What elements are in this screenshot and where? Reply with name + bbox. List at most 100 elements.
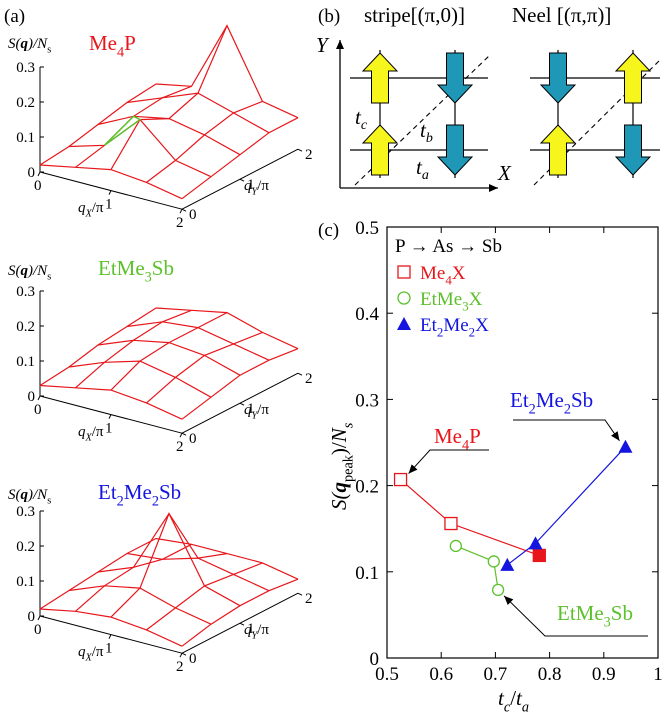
annotation-label-part: Sb bbox=[571, 388, 593, 412]
zlabel-part: N bbox=[36, 487, 48, 503]
spin-up-arrow bbox=[361, 124, 399, 176]
plot-frame bbox=[386, 226, 659, 659]
legend-label-part: 3 bbox=[462, 299, 468, 314]
zlabel-part: q bbox=[21, 36, 29, 52]
annotation-arrow bbox=[503, 595, 648, 637]
zlabel-part: s bbox=[47, 45, 51, 56]
y-tick-label: 0.4 bbox=[355, 304, 379, 325]
qx-tick bbox=[179, 208, 183, 214]
mesh-line-qy bbox=[39, 307, 157, 387]
qy-tick-label: 1 bbox=[247, 621, 255, 637]
salt-label-part: 2 bbox=[152, 493, 159, 509]
data-point bbox=[393, 472, 408, 487]
data-point bbox=[487, 555, 500, 568]
qx-axis-label-part: /π bbox=[92, 644, 104, 660]
mesh-line-qx bbox=[97, 512, 241, 607]
qx-tick bbox=[37, 395, 41, 401]
legend-title: P → As → Sb bbox=[395, 236, 502, 257]
legend-marker bbox=[397, 265, 411, 279]
qx-tick-label: 2 bbox=[176, 659, 184, 675]
qy-axis-label-part: q bbox=[244, 402, 252, 418]
y-tick-label: 0.1 bbox=[355, 563, 379, 584]
z-tick-label: 0 bbox=[28, 389, 36, 405]
highlight-mesh bbox=[103, 115, 142, 146]
zlabel-part: S( bbox=[8, 487, 22, 503]
qy-axis-label: qY/π bbox=[244, 178, 269, 198]
legend-label-part: Me bbox=[443, 315, 468, 336]
qx-tick bbox=[108, 414, 112, 419]
y-axis-label-part: N bbox=[327, 427, 351, 443]
series-line bbox=[506, 446, 626, 566]
hop-tb-sub: b bbox=[426, 131, 433, 146]
x-tick-label: 0.7 bbox=[484, 664, 508, 685]
x-tick-label: 0.8 bbox=[538, 664, 562, 685]
zlabel-part: s bbox=[47, 272, 51, 283]
annotation-label-part: 4 bbox=[462, 437, 469, 453]
data-point bbox=[500, 557, 515, 571]
mesh-line-qy bbox=[39, 537, 157, 610]
mesh-line-qx bbox=[126, 552, 270, 592]
qx-axis-label-part: X bbox=[85, 209, 93, 220]
salt-label-part: 2 bbox=[117, 493, 124, 509]
mesh-line-qy bbox=[146, 331, 263, 404]
qy-tick bbox=[239, 402, 245, 406]
spin-down-arrow bbox=[614, 124, 652, 176]
y-axis-label-part: S( bbox=[327, 491, 351, 511]
x-tick-label: 0.5 bbox=[375, 664, 399, 685]
mesh-line-qx bbox=[39, 164, 183, 200]
spin-arrows bbox=[361, 52, 652, 176]
y-axis-label-part: s bbox=[340, 422, 356, 428]
spin-down-arrow bbox=[539, 52, 577, 104]
qx-axis-label-part: X bbox=[85, 433, 93, 444]
y-tick-label: 0 bbox=[370, 649, 380, 670]
qy-tick-label: 0 bbox=[189, 431, 197, 447]
zlabel: S(q)/Ns bbox=[8, 487, 51, 507]
qx-tick bbox=[37, 171, 41, 177]
zlabel-part: s bbox=[47, 496, 51, 507]
qx-axis-label-part: /π bbox=[92, 200, 104, 216]
mesh-line-qx bbox=[155, 24, 299, 119]
hop-tc-sub: c bbox=[361, 118, 368, 133]
z-tick-label: 0 bbox=[28, 609, 36, 625]
qy-tick bbox=[297, 372, 303, 376]
qx-tick-label: 0 bbox=[34, 402, 42, 418]
qy-tick bbox=[297, 148, 303, 152]
qy-tick bbox=[181, 652, 187, 656]
panel-b-label: (b) bbox=[318, 6, 340, 27]
annotation-label-part: Sb bbox=[611, 601, 633, 625]
legend-label-part: 2 bbox=[437, 325, 443, 340]
annotation-label-part: Me bbox=[434, 424, 462, 448]
legend-label-part: 4 bbox=[445, 273, 452, 288]
neel-label: Neel [(π,π)] bbox=[512, 3, 611, 27]
legend-label-part: X bbox=[475, 315, 489, 336]
annotation-label-part: 2 bbox=[529, 401, 536, 417]
mesh-line-qx bbox=[155, 537, 299, 580]
qx-tick bbox=[108, 190, 112, 195]
annotation-label: Et2Me2Sb bbox=[510, 388, 593, 417]
annotation-label-part: 2 bbox=[564, 401, 571, 417]
hop-ta-label: ta bbox=[416, 155, 429, 183]
legend-marker bbox=[397, 317, 411, 330]
qx-tick-label: 0 bbox=[34, 622, 42, 638]
hop-tb-label: tb bbox=[420, 118, 433, 146]
qx-tick-label: 2 bbox=[176, 439, 184, 455]
qx-tick-label: 1 bbox=[105, 641, 113, 657]
qx-tick bbox=[179, 652, 183, 658]
axis-y-label: Y bbox=[316, 33, 330, 57]
qx-tick-label: 2 bbox=[176, 215, 184, 231]
spin-up-arrow bbox=[614, 52, 652, 104]
mesh-line-qx bbox=[155, 307, 299, 350]
salt-label-part: Me bbox=[89, 31, 117, 55]
annotation-arrow bbox=[513, 419, 620, 442]
qy-axis-label-part: /π bbox=[257, 622, 269, 638]
salt-label-part: Sb bbox=[152, 256, 174, 280]
qy-tick-label: 0 bbox=[189, 651, 197, 667]
y-axis-label-part: )/ bbox=[327, 442, 351, 455]
qx-axis-label-part: q bbox=[78, 644, 86, 660]
qy-axis-label: qY/π bbox=[244, 402, 269, 422]
y-axis-label-part: q bbox=[327, 482, 351, 493]
legend-label-part: 2 bbox=[469, 325, 475, 340]
y-tick-label: 0.3 bbox=[355, 390, 379, 411]
